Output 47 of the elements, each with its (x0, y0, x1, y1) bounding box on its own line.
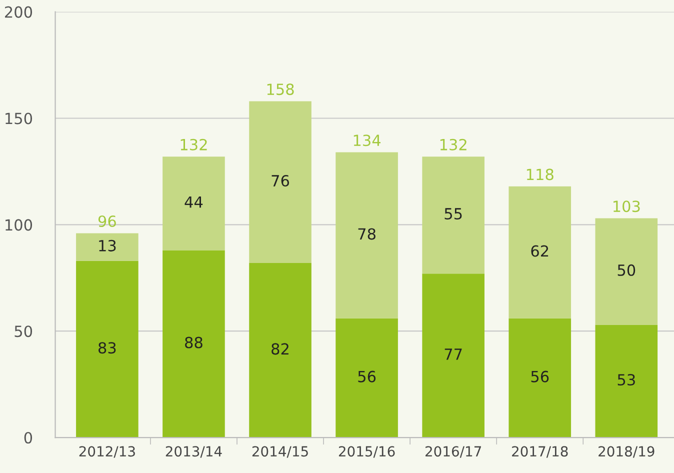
data-label: 82 (272, 343, 288, 355)
bar (249, 262, 312, 438)
y-tick-label: 50 (14, 326, 32, 338)
data-label: 13 (99, 240, 116, 252)
total-label: 118 (526, 168, 554, 180)
data-label: 53 (618, 374, 635, 386)
bar (595, 324, 658, 438)
y-tick-label: 150 (6, 112, 32, 124)
x-tick-label: 2012/13 (79, 446, 135, 458)
bar (162, 156, 225, 250)
y-tick-label: 100 (6, 219, 32, 231)
data-label: 56 (358, 370, 376, 382)
data-label: 88 (185, 336, 202, 348)
total-label: 103 (614, 200, 640, 212)
bar (595, 218, 658, 325)
total-label: 132 (180, 138, 207, 150)
total-label: 134 (354, 134, 381, 146)
x-tick-label: 2017/18 (512, 446, 568, 458)
bar (76, 260, 138, 438)
data-label: 55 (444, 208, 462, 220)
bar (422, 274, 484, 438)
data-label: 50 (618, 264, 636, 276)
bar (76, 233, 138, 261)
bar (336, 152, 398, 318)
y-tick-label: 200 (5, 6, 32, 18)
bar (336, 318, 398, 438)
data-label: 78 (358, 228, 376, 240)
data-label: 83 (98, 342, 116, 354)
x-tick-label: 2018/19 (598, 446, 654, 458)
y-tick-label: 0 (24, 432, 32, 444)
bar (162, 250, 225, 438)
x-tick-label: 2014/15 (252, 446, 308, 458)
data-label: 62 (531, 245, 548, 257)
bar (508, 186, 572, 318)
total-label: 132 (440, 138, 466, 150)
bar (249, 101, 312, 263)
bar (508, 318, 572, 438)
x-tick-label: 2015/16 (338, 446, 395, 458)
bar (422, 156, 484, 274)
x-tick-label: 2016/17 (426, 446, 481, 458)
x-tick-label: 2013/14 (166, 446, 222, 458)
data-label: 56 (531, 370, 549, 382)
total-label: 96 (98, 215, 116, 228)
data-label: 44 (184, 196, 203, 208)
data-label: 76 (272, 174, 290, 187)
data-label: 77 (444, 348, 462, 360)
total-label: 158 (267, 84, 294, 96)
